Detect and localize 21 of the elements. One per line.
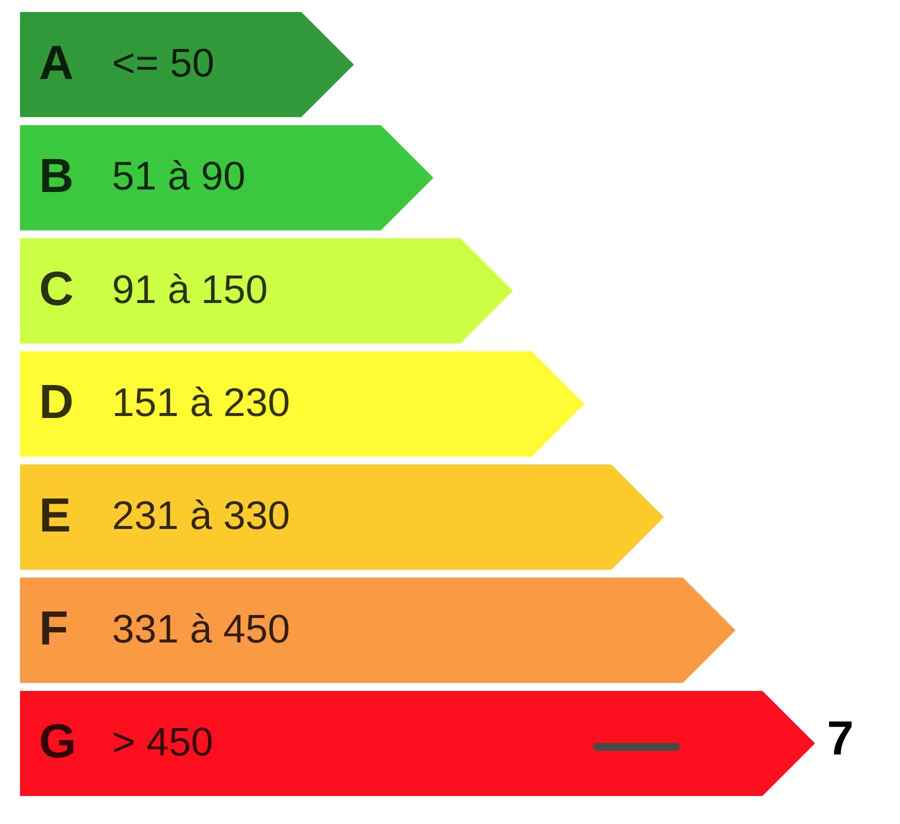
annotation: 231 à 330 (112, 494, 290, 538)
bar (20, 464, 664, 570)
annotation: <= 50 (112, 42, 214, 86)
annotation: > 450 (112, 720, 214, 764)
y-tick-label: C (39, 263, 74, 316)
y-tick-label: E (39, 489, 72, 542)
annotation: 7 (827, 712, 854, 766)
bar (20, 578, 736, 683)
y-tick-label: D (39, 376, 74, 430)
annotation: 51 à 90 (112, 154, 246, 199)
bar (20, 238, 513, 344)
annotation: 151 à 230 (112, 381, 290, 426)
y-tick-label: A (39, 36, 74, 90)
bar (20, 351, 584, 457)
bar (20, 690, 815, 796)
y-tick-label: F (39, 602, 68, 656)
y-tick-label: B (39, 150, 74, 203)
annotation: 91 à 150 (112, 268, 268, 312)
y-tick-label: G (39, 716, 76, 769)
bar (20, 125, 434, 230)
annotation: 331 à 450 (112, 607, 290, 652)
